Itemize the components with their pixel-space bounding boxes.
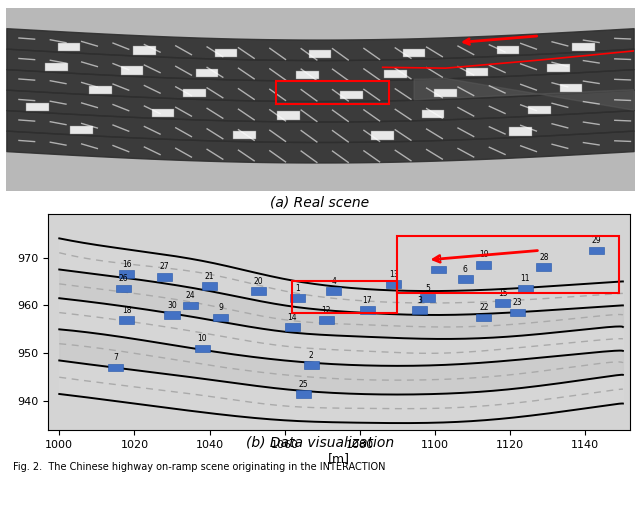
Bar [412,306,428,314]
Bar [465,68,488,76]
Text: 24: 24 [186,291,196,300]
Text: 10: 10 [197,334,207,343]
Bar [213,313,228,321]
Bar [340,91,363,99]
Bar [133,46,156,54]
Bar [45,63,68,71]
Bar [536,263,552,271]
Text: 12: 12 [321,306,331,314]
Bar [308,50,332,58]
Text: 19: 19 [479,250,489,260]
Bar [108,364,123,371]
Bar [303,362,319,369]
Bar [495,299,510,307]
Bar [510,309,525,317]
Text: 27: 27 [159,263,170,271]
Bar [296,70,319,78]
Text: 9: 9 [218,303,223,312]
Bar [276,82,389,104]
Bar [509,127,532,135]
Bar [431,266,446,273]
Text: 4: 4 [331,277,336,286]
Bar [183,89,206,97]
Bar [157,273,172,281]
Text: 28: 28 [540,253,548,262]
Text: (b) Data visualization: (b) Data visualization [246,435,394,449]
Bar [89,86,112,94]
Bar [164,311,179,319]
Bar [234,131,256,140]
Text: Fig. 2.  The Chinese highway on-ramp scene originating in the INTERACTION: Fig. 2. The Chinese highway on-ramp scen… [13,462,385,472]
Text: 16: 16 [122,260,132,269]
Bar [497,46,520,54]
Bar [422,110,444,118]
Bar [183,302,198,309]
Bar [319,316,333,324]
Bar [202,283,217,290]
Text: 15: 15 [498,289,508,298]
Text: 21: 21 [205,272,214,281]
Text: 13: 13 [389,270,399,279]
Bar [476,313,492,321]
Bar [120,270,134,278]
Bar [58,43,81,51]
Bar [559,84,582,92]
Bar [326,287,341,295]
Bar [277,111,300,120]
Bar [420,294,435,302]
Bar [292,282,397,312]
Text: 29: 29 [592,236,602,245]
Bar [384,70,406,78]
Bar [360,306,375,314]
Bar [296,390,311,398]
Text: 25: 25 [299,380,308,389]
Bar [152,109,175,117]
Text: 20: 20 [253,277,263,286]
Bar [285,323,300,331]
Bar [26,103,49,111]
Bar [547,64,570,72]
Text: 6: 6 [463,265,467,274]
Bar [196,69,218,77]
Bar [70,126,93,134]
Bar [476,261,492,268]
Bar [214,49,237,57]
Bar [120,316,134,324]
Text: 3: 3 [417,296,422,305]
Text: 26: 26 [118,274,128,283]
Bar [371,131,394,140]
X-axis label: [m]: [m] [328,452,350,465]
Bar [386,280,401,288]
Bar [589,247,604,254]
Bar [120,66,143,74]
Text: 5: 5 [425,284,430,293]
Bar [251,287,266,295]
Bar [195,345,209,352]
Text: 2: 2 [308,351,314,360]
Text: 1: 1 [296,284,300,293]
Bar [397,236,619,293]
Text: 23: 23 [513,299,522,307]
Text: 18: 18 [122,306,132,314]
Text: 8: 8 [436,255,441,264]
Bar [572,43,595,51]
Bar [528,106,551,114]
Bar [116,285,131,292]
Text: 14: 14 [287,313,297,322]
Polygon shape [414,78,634,110]
Bar [434,89,457,97]
Text: (a) Real scene: (a) Real scene [271,195,369,209]
Text: 30: 30 [167,301,177,310]
Bar [458,275,472,283]
Bar [291,294,305,302]
Text: 7: 7 [113,353,118,362]
Text: 22: 22 [479,303,488,312]
Bar [403,49,426,57]
Text: 17: 17 [363,296,372,305]
Bar [518,285,532,292]
Text: 11: 11 [520,274,530,283]
